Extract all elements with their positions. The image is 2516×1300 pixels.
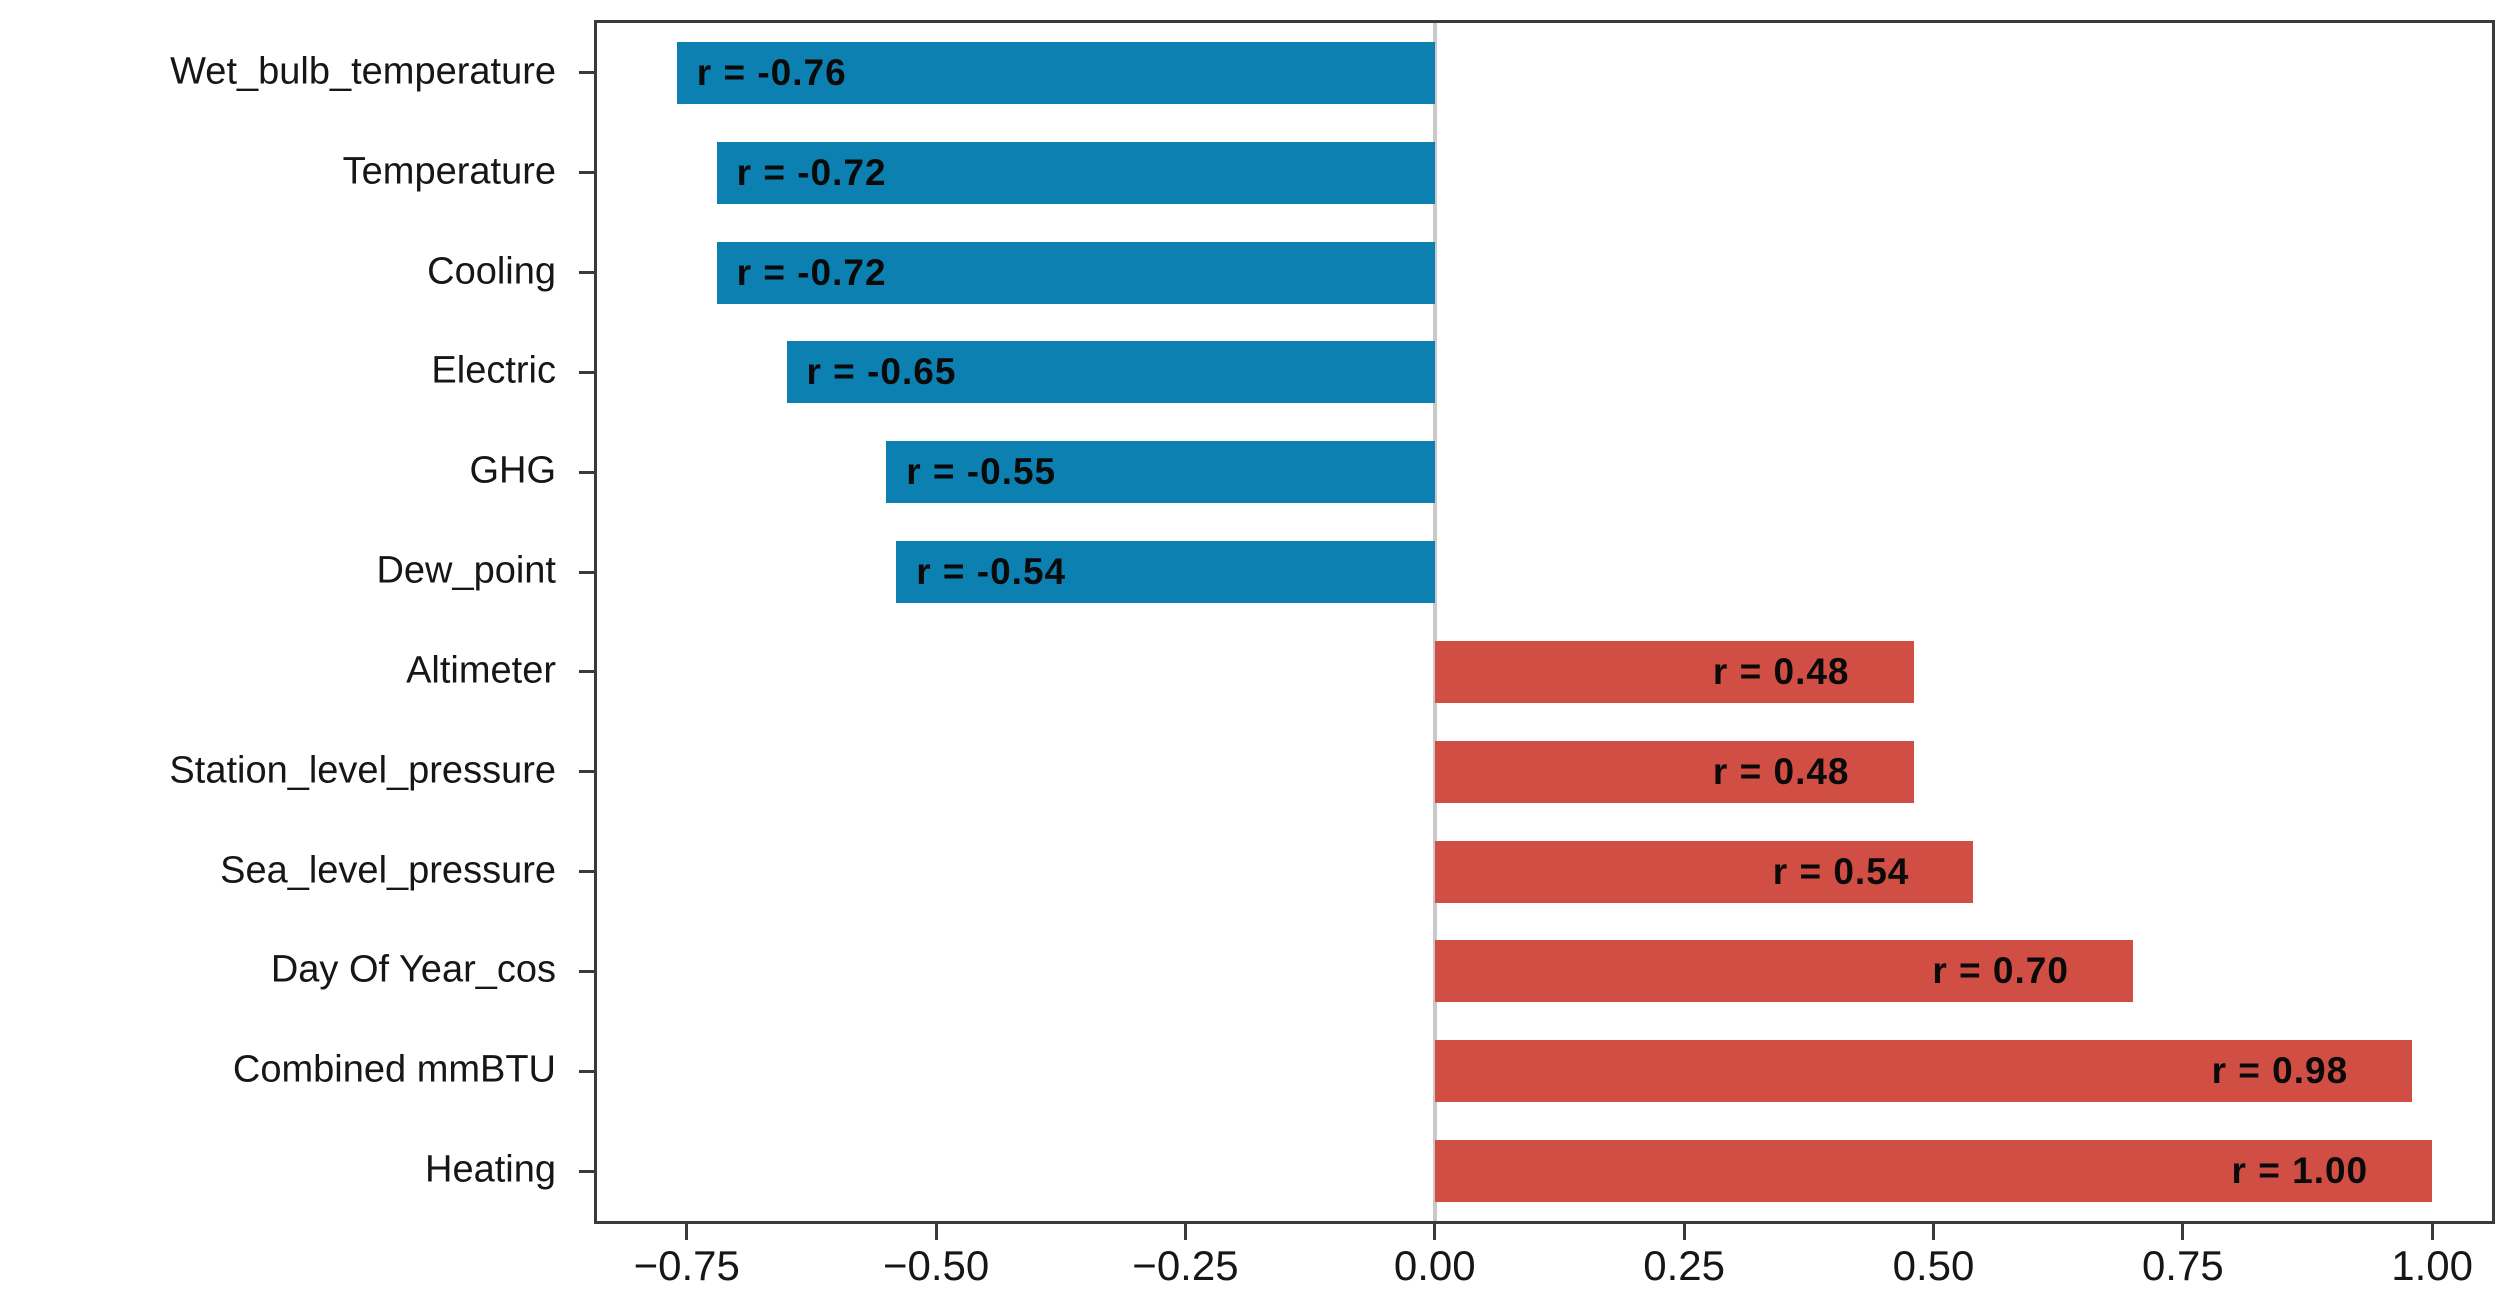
x-tick-label: 1.00 [2391, 1242, 2474, 1289]
bar-value-label: r = -0.55 [906, 451, 1057, 493]
x-tick-mark [2181, 1224, 2185, 1240]
y-tick-label: Altimeter [406, 649, 556, 692]
y-tick-label: Temperature [342, 150, 556, 193]
x-tick-label: 0.50 [1892, 1242, 1975, 1289]
x-tick-mark [1682, 1224, 1686, 1240]
y-tick-label: Combined mmBTU [232, 1048, 556, 1091]
bar-value-label: r = 0.48 [1712, 650, 1850, 692]
y-tick-mark [579, 770, 594, 774]
bar: r = 0.48 [1434, 640, 1914, 703]
x-tick-label: −0.25 [1132, 1242, 1239, 1289]
x-tick-mark [1433, 1224, 1437, 1240]
y-tick-mark [579, 71, 594, 75]
plot-area: r = -0.76 r = -0.72 r = -0.72 r = -0.65 r = … [594, 20, 2495, 1224]
bar: r = 1.00 [1434, 1140, 2433, 1203]
x-tick-mark [685, 1224, 689, 1240]
y-tick-mark [579, 470, 594, 474]
bar-value-label: r = -0.54 [916, 551, 1067, 593]
x-tick-label: −0.75 [633, 1242, 740, 1289]
bar: r = 0.54 [1434, 840, 1974, 903]
y-tick-mark [579, 1069, 594, 1073]
y-tick-label: GHG [469, 449, 556, 492]
y-tick-mark [579, 171, 594, 175]
bar-value-label: r = 0.48 [1712, 750, 1850, 792]
y-tick-label: Electric [431, 349, 556, 392]
bar: r = -0.54 [896, 541, 1435, 604]
bar-value-label: r = -0.72 [736, 151, 887, 193]
y-tick-mark [579, 271, 594, 275]
bar-value-label: r = 0.70 [1932, 950, 2069, 992]
bar: r = -0.55 [886, 441, 1435, 504]
bar-value-label: r = -0.76 [696, 51, 847, 93]
x-tick-mark [934, 1224, 938, 1240]
y-tick-label: Day Of Year_cos [270, 948, 556, 991]
bar-value-label: r = 1.00 [2231, 1150, 2369, 1192]
bar: r = 0.70 [1434, 940, 2133, 1003]
x-tick-mark [1183, 1224, 1187, 1240]
y-tick-label: Heating [425, 1148, 556, 1191]
bar-value-label: r = 0.98 [2211, 1050, 2349, 1092]
bar: r = 0.48 [1434, 740, 1914, 803]
bar-value-label: r = -0.72 [736, 251, 887, 293]
y-tick-label: Dew_point [376, 549, 556, 592]
x-tick-mark [2430, 1224, 2434, 1240]
bar: r = -0.72 [716, 141, 1435, 204]
x-tick-label: 0.75 [2141, 1242, 2224, 1289]
bar: r = -0.65 [786, 341, 1435, 404]
y-tick-mark [579, 870, 594, 874]
bar-value-label: r = 0.54 [1772, 850, 1910, 892]
x-tick-mark [1931, 1224, 1935, 1240]
bar-value-label: r = -0.65 [806, 351, 957, 393]
y-tick-mark [579, 1169, 594, 1173]
x-tick-label: 0.25 [1643, 1242, 1725, 1289]
y-tick-mark [579, 370, 594, 374]
x-tick-label: −0.50 [882, 1242, 990, 1289]
y-tick-mark [579, 570, 594, 574]
y-tick-label: Sea_level_pressure [220, 848, 556, 891]
y-tick-label: Cooling [427, 249, 556, 292]
bar: r = 0.98 [1434, 1040, 2413, 1103]
bar: r = -0.76 [676, 41, 1435, 104]
bar: r = -0.72 [716, 241, 1435, 304]
x-tick-label: 0.00 [1393, 1242, 1476, 1289]
y-tick-label: Wet_bulb_temperature [170, 50, 556, 93]
y-tick-mark [579, 670, 594, 674]
y-tick-mark [579, 969, 594, 973]
zero-axis-line [1432, 23, 1437, 1221]
y-tick-label: Station_level_pressure [169, 749, 556, 792]
